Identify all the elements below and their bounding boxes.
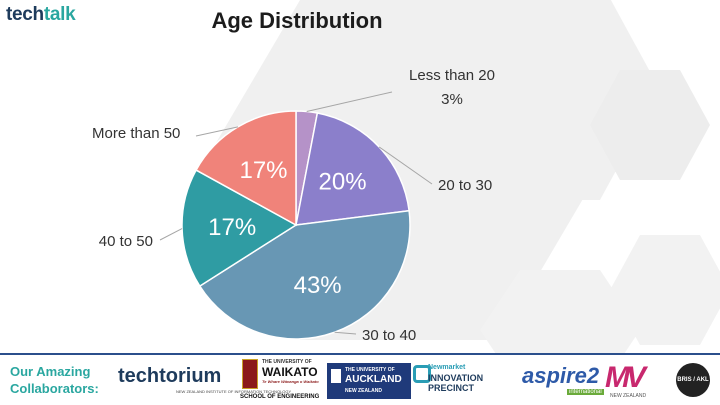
pie-slice xyxy=(181,169,298,288)
logo-text-accent: talk xyxy=(43,4,76,25)
waikato-name: WAIKATO xyxy=(262,365,318,379)
newmarket-logo: Newmarket INNOVATION PRECINCT xyxy=(428,363,483,393)
slice-category-label: 40 to 50 xyxy=(99,233,153,250)
slice-value-label-outside: 3% xyxy=(441,91,463,108)
auckland-logo: THE UNIVERSITY OF AUCKLAND NEW ZEALAND xyxy=(327,363,411,399)
logo-text-main: tech xyxy=(6,4,44,25)
collaborators-label-line2: Collaborators: xyxy=(10,381,99,396)
slice-category-label: 20 to 30 xyxy=(438,177,492,194)
leader-line xyxy=(195,126,239,137)
slice-value-label: 20% xyxy=(319,168,367,195)
aspire2-logo: aspire2 xyxy=(522,363,600,388)
waikato-maori: Te Whare Wānanga o Waikato xyxy=(262,379,319,384)
slice-value-label: 17% xyxy=(208,214,256,241)
leader-line xyxy=(306,91,393,112)
hexagon-top-right xyxy=(420,0,660,200)
newmarket-line3: PRECINCT xyxy=(428,383,475,393)
newmarket-line1: Newmarket xyxy=(428,364,466,371)
collaborators-label: Our Amazing Collaborators: xyxy=(10,363,99,397)
auckland-name: AUCKLAND xyxy=(345,374,402,385)
auckland-crest-icon xyxy=(331,369,341,383)
waikato-crest-icon xyxy=(242,359,258,389)
slice-category-label: More than 50 xyxy=(92,125,180,142)
pie-slice xyxy=(198,209,411,340)
chart-title: Age Distribution xyxy=(211,8,383,33)
collaborators-label-line1: Our Amazing xyxy=(10,364,91,379)
newmarket-icon xyxy=(413,365,431,383)
auckland-top: THE UNIVERSITY OF xyxy=(345,367,395,373)
waikato-school: SCHOOL OF ENGINEERING xyxy=(240,394,320,400)
collaborators-footer: Our Amazing Collaborators: techtorium NE… xyxy=(0,353,720,405)
leader-line xyxy=(159,228,183,241)
bris-akl-logo: BRIS / AKL xyxy=(676,363,710,397)
techtalk-logo: techtalk xyxy=(6,4,76,26)
waikato-top: THE UNIVERSITY OF xyxy=(262,359,312,365)
slice-value-label: 17% xyxy=(239,157,287,184)
slice-category-label: Less than 20 xyxy=(409,67,495,84)
newmarket-line2: INNOVATION xyxy=(428,373,484,383)
slice-category-label: 30 to 40 xyxy=(362,327,416,344)
leader-line xyxy=(378,146,433,185)
mv-subtitle: NEW ZEALAND xyxy=(610,393,647,399)
auckland-sub: NEW ZEALAND xyxy=(345,388,382,394)
pie-slice xyxy=(295,112,410,226)
hexagon-right xyxy=(590,70,710,180)
pie-chart: Less than 20 3% 20% 20 to 30 43% 30 to 40 17% 4… xyxy=(92,67,495,344)
techtorium-logo: techtorium xyxy=(118,365,222,387)
slice-value-label: 43% xyxy=(294,272,342,299)
mv-logo: MV xyxy=(605,361,646,394)
aspire2-subtitle: international xyxy=(567,389,604,395)
leader-line xyxy=(334,331,357,335)
waikato-logo: THE UNIVERSITY OF WAIKATO Te Whare Wānan… xyxy=(240,359,322,403)
hexagon-bottom-right xyxy=(610,235,720,345)
techtorium-subtitle: NEW ZEALAND INSTITUTE OF INFORMATION TEC… xyxy=(176,389,292,394)
